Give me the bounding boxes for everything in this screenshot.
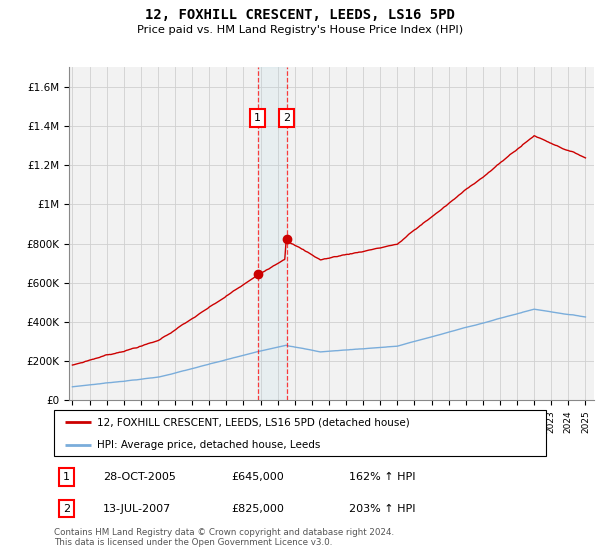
Text: 1: 1 <box>254 113 261 123</box>
Text: £825,000: £825,000 <box>231 503 284 514</box>
Text: Contains HM Land Registry data © Crown copyright and database right 2024.
This d: Contains HM Land Registry data © Crown c… <box>54 528 394 547</box>
Text: 12, FOXHILL CRESCENT, LEEDS, LS16 5PD: 12, FOXHILL CRESCENT, LEEDS, LS16 5PD <box>145 8 455 22</box>
Text: 162% ↑ HPI: 162% ↑ HPI <box>349 472 416 482</box>
FancyBboxPatch shape <box>54 410 546 456</box>
Text: Price paid vs. HM Land Registry's House Price Index (HPI): Price paid vs. HM Land Registry's House … <box>137 25 463 35</box>
Text: HPI: Average price, detached house, Leeds: HPI: Average price, detached house, Leed… <box>97 440 320 450</box>
Text: 2: 2 <box>63 503 70 514</box>
Text: 13-JUL-2007: 13-JUL-2007 <box>103 503 172 514</box>
Text: 12, FOXHILL CRESCENT, LEEDS, LS16 5PD (detached house): 12, FOXHILL CRESCENT, LEEDS, LS16 5PD (d… <box>97 417 410 427</box>
Text: £645,000: £645,000 <box>231 472 284 482</box>
Text: 203% ↑ HPI: 203% ↑ HPI <box>349 503 416 514</box>
Text: 2: 2 <box>283 113 290 123</box>
Text: 1: 1 <box>63 472 70 482</box>
Bar <box>257 67 287 400</box>
Text: 28-OCT-2005: 28-OCT-2005 <box>103 472 176 482</box>
